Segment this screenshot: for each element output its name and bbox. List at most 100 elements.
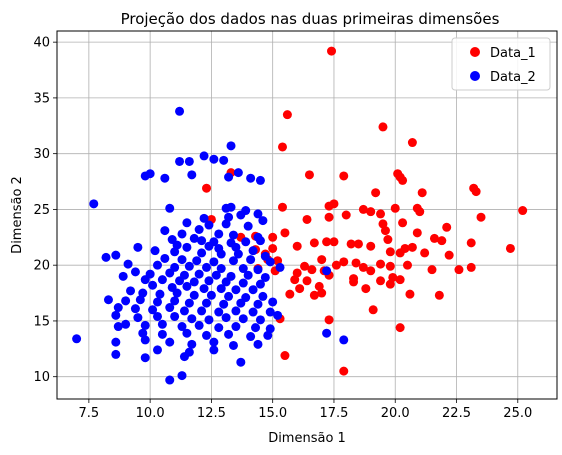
data-point xyxy=(346,239,356,249)
data-point xyxy=(175,106,185,116)
data-point xyxy=(398,175,408,185)
data-point xyxy=(238,264,248,274)
data-point xyxy=(194,320,204,330)
data-point xyxy=(258,216,268,226)
chart-title: Projeção dos dados nas duas primeiras di… xyxy=(121,10,500,28)
data-point xyxy=(253,209,263,219)
data-point xyxy=(228,340,238,350)
data-point xyxy=(221,219,231,229)
data-point xyxy=(405,289,415,299)
data-point xyxy=(307,265,317,275)
data-point xyxy=(189,290,199,300)
data-point xyxy=(255,315,265,325)
data-point xyxy=(189,277,199,287)
data-point xyxy=(398,218,408,228)
data-point xyxy=(224,329,234,339)
data-point xyxy=(380,226,390,236)
data-point xyxy=(253,339,263,349)
data-point xyxy=(236,357,246,367)
data-point xyxy=(280,228,290,238)
data-point xyxy=(140,275,150,285)
x-tick-label: 7.5 xyxy=(79,406,100,421)
data-point xyxy=(322,328,332,338)
data-point xyxy=(518,206,528,216)
data-point xyxy=(292,241,302,251)
data-point xyxy=(150,246,160,256)
legend: Data_1 Data_2 xyxy=(451,37,551,91)
data-point xyxy=(113,322,123,332)
data-point xyxy=(111,250,121,260)
data-point xyxy=(140,320,150,330)
data-point xyxy=(407,138,417,148)
x-tick-label: 22.5 xyxy=(442,406,471,421)
data-point xyxy=(214,307,224,317)
data-point xyxy=(385,247,395,257)
data-point xyxy=(358,204,368,214)
data-point xyxy=(444,250,454,260)
data-point xyxy=(255,175,265,185)
data-point xyxy=(184,261,194,271)
data-point xyxy=(135,295,145,305)
data-point xyxy=(238,314,248,324)
data-point xyxy=(152,311,162,321)
data-point xyxy=(277,202,287,212)
data-point xyxy=(246,255,256,265)
data-point xyxy=(189,233,199,243)
data-point xyxy=(226,141,236,151)
data-point xyxy=(255,236,265,246)
data-point xyxy=(268,297,278,307)
data-point xyxy=(182,281,192,291)
data-point xyxy=(140,353,150,363)
data-point xyxy=(385,261,395,271)
data-point xyxy=(322,237,332,247)
data-point xyxy=(231,306,241,316)
data-point xyxy=(255,279,265,289)
data-point xyxy=(184,156,194,166)
data-points xyxy=(72,46,528,385)
data-point xyxy=(233,168,243,178)
x-tick-label: 15.0 xyxy=(258,406,287,421)
data-point xyxy=(324,212,334,222)
data-point xyxy=(366,266,376,276)
data-point xyxy=(442,222,452,232)
data-point xyxy=(130,267,140,277)
data-point xyxy=(179,306,189,316)
data-point xyxy=(228,256,238,266)
y-tick-label: 10 xyxy=(33,370,50,385)
data-point xyxy=(366,207,376,217)
data-point xyxy=(471,187,481,197)
data-point xyxy=(309,290,319,300)
data-point xyxy=(172,288,182,298)
data-point xyxy=(89,199,99,209)
data-point xyxy=(358,262,368,272)
data-point xyxy=(393,169,403,179)
data-point xyxy=(309,238,319,248)
data-point xyxy=(454,265,464,275)
data-point xyxy=(275,262,285,272)
data-point xyxy=(505,243,515,253)
data-point xyxy=(165,337,175,347)
y-tick-label: 35 xyxy=(33,91,50,106)
data-point xyxy=(194,269,204,279)
data-point xyxy=(353,239,363,249)
data-point xyxy=(209,154,219,164)
data-point xyxy=(265,257,275,267)
data-point xyxy=(160,226,170,236)
data-point xyxy=(327,46,337,56)
data-point xyxy=(466,262,476,272)
data-point xyxy=(118,271,128,281)
data-point xyxy=(103,295,113,305)
data-point xyxy=(251,323,261,333)
data-point xyxy=(395,323,405,333)
data-point xyxy=(246,332,256,342)
data-point xyxy=(248,246,258,256)
data-point xyxy=(72,334,82,344)
data-point xyxy=(412,228,422,238)
data-point xyxy=(395,248,405,258)
data-point xyxy=(466,238,476,248)
data-point xyxy=(177,255,187,265)
data-point xyxy=(197,248,207,258)
data-point xyxy=(226,202,236,212)
data-point xyxy=(263,330,273,340)
data-point xyxy=(145,169,155,179)
